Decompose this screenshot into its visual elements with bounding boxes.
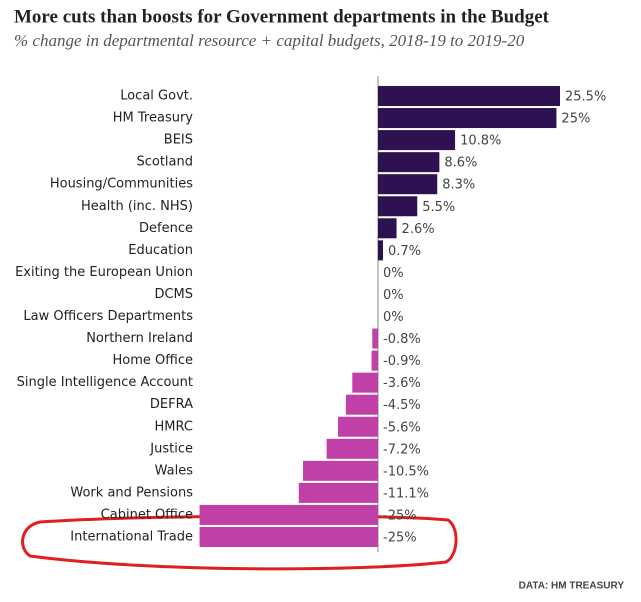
value-label: -5.6% [383, 420, 421, 435]
bar [378, 218, 397, 239]
category-label: Defence [139, 221, 193, 236]
bar [378, 130, 456, 151]
value-label: -25% [383, 508, 417, 523]
bar [378, 174, 438, 195]
category-label: DCMS [154, 287, 193, 302]
bar [372, 328, 378, 349]
value-label: 2.6% [402, 222, 435, 237]
bar [199, 504, 378, 525]
value-label: -3.6% [383, 376, 421, 391]
category-label: Work and Pensions [70, 485, 193, 500]
bar [378, 108, 557, 129]
category-label: Single Intelligence Account [17, 375, 193, 390]
value-label: 0.7% [388, 244, 421, 259]
value-label: 8.3% [442, 178, 475, 193]
value-label: 0% [383, 310, 404, 325]
value-label: 5.5% [422, 200, 455, 215]
bar [378, 240, 383, 261]
category-label: Northern Ireland [86, 331, 193, 346]
value-label: -11.1% [383, 486, 429, 501]
category-label: Home Office [113, 353, 193, 368]
bar [378, 152, 440, 173]
category-label: Justice [149, 441, 193, 456]
value-label: -0.8% [383, 332, 421, 347]
category-label: Wales [155, 463, 194, 478]
value-label: -4.5% [383, 398, 421, 413]
bar [303, 460, 378, 481]
bar [371, 350, 378, 371]
value-label: -25% [383, 531, 417, 546]
source: DATA: HM TREASURY [519, 581, 625, 592]
category-label: Exiting the European Union [15, 265, 193, 280]
bar [378, 86, 560, 106]
category-label: Cabinet Office [101, 507, 193, 522]
value-label: -7.2% [383, 442, 421, 457]
category-label: International Trade [70, 530, 193, 545]
category-label: Scotland [136, 155, 193, 170]
category-label: Law Officers Departments [23, 309, 193, 324]
value-label: 8.6% [444, 156, 477, 171]
value-label: -10.5% [383, 464, 429, 479]
value-label: 25% [561, 112, 590, 127]
value-label: 10.8% [460, 134, 501, 149]
value-label: -0.9% [383, 354, 421, 369]
value-label: 0% [383, 266, 404, 281]
category-label: Education [128, 243, 193, 258]
category-label: Local Govt. [120, 89, 193, 104]
category-label: Health (inc. NHS) [81, 199, 193, 214]
bar [326, 438, 378, 459]
chart-title: More cuts than boosts for Government dep… [14, 6, 550, 27]
category-label: DEFRA [150, 397, 193, 412]
bar [378, 196, 418, 217]
category-label: Housing/Communities [50, 177, 193, 192]
category-label: BEIS [164, 133, 193, 148]
category-label: HMRC [155, 419, 193, 434]
value-label: 25.5% [565, 90, 606, 105]
chart-subtitle: % change in departmental resource + capi… [14, 31, 525, 50]
bar [352, 372, 378, 393]
bar [345, 394, 378, 415]
category-label: HM Treasury [113, 111, 194, 126]
bar [298, 482, 378, 503]
bar [338, 416, 378, 437]
bar [199, 527, 378, 547]
value-label: 0% [383, 288, 404, 303]
